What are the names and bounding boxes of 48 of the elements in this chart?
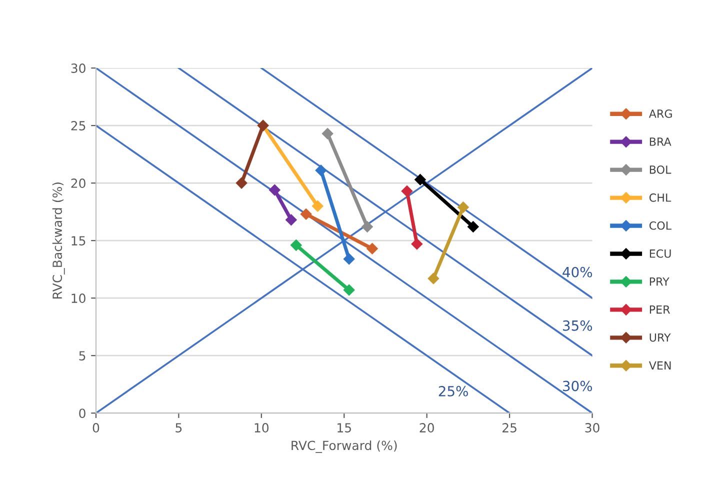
annotation: 40% bbox=[562, 266, 592, 278]
legend-label: URY bbox=[650, 333, 671, 342]
legend-label: COL bbox=[649, 221, 672, 230]
point bbox=[428, 272, 440, 284]
y-tick-label: 0 bbox=[79, 408, 86, 418]
legend-label: ECU bbox=[650, 249, 671, 258]
legend-label: CHL bbox=[649, 193, 672, 202]
legend-label: BOL bbox=[650, 165, 672, 174]
point bbox=[343, 284, 355, 296]
x-tick-label: 25 bbox=[502, 423, 516, 432]
x-tick-label: 10 bbox=[254, 423, 269, 432]
x-tick-label: 0 bbox=[92, 423, 100, 432]
point bbox=[457, 201, 470, 214]
point bbox=[343, 253, 355, 265]
x-axis-title: RVC_Forward (%) bbox=[292, 440, 397, 453]
point bbox=[414, 174, 426, 186]
point bbox=[401, 185, 413, 198]
legend-label: ARG bbox=[648, 110, 672, 118]
point bbox=[285, 214, 298, 226]
y-tick-label: 25 bbox=[71, 121, 86, 130]
point bbox=[268, 184, 281, 196]
x-tick-label: 30 bbox=[585, 423, 600, 432]
x-tick-label: 5 bbox=[176, 423, 182, 432]
y-tick-label: 10 bbox=[72, 294, 86, 304]
annotation: 30% bbox=[563, 380, 592, 392]
legend-label: PER bbox=[650, 305, 670, 314]
annotation: 25% bbox=[438, 386, 468, 396]
legend-label: BRA bbox=[650, 138, 672, 146]
point bbox=[290, 239, 302, 252]
point bbox=[366, 242, 378, 255]
point bbox=[361, 220, 374, 233]
legend-label: PRY bbox=[650, 278, 670, 286]
x-tick-label: 20 bbox=[420, 423, 434, 432]
legend-label: VEN bbox=[648, 361, 671, 370]
point bbox=[300, 208, 312, 220]
y-tick-label: 5 bbox=[79, 351, 86, 361]
point bbox=[315, 164, 327, 176]
y-tick-label: 15 bbox=[72, 236, 86, 246]
point bbox=[322, 128, 334, 140]
point bbox=[312, 200, 324, 212]
y-tick-label: 30 bbox=[71, 64, 86, 73]
point bbox=[236, 177, 248, 189]
y-axis-title: RVC_Backward (%) bbox=[52, 182, 65, 298]
annotation: 35% bbox=[563, 320, 592, 331]
y-tick-label: 20 bbox=[71, 178, 86, 188]
x-tick-label: 15 bbox=[338, 423, 351, 432]
point bbox=[467, 220, 480, 233]
point bbox=[411, 238, 423, 250]
